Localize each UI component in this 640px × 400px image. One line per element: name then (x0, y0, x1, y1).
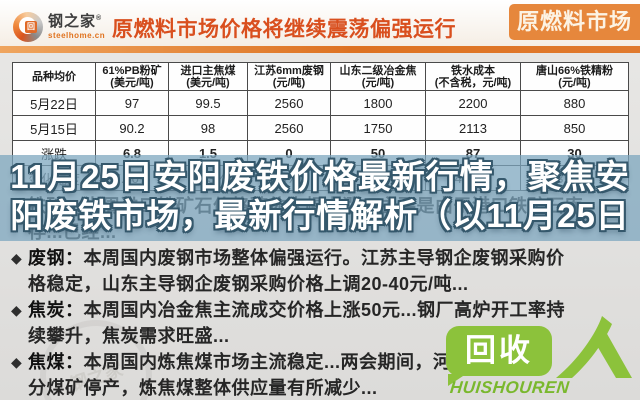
col-header: 铁水成本 (不含税，元/吨) (425, 62, 521, 91)
bullet-label: 焦炭： (28, 300, 84, 320)
table-row: 5月22日 97 99.5 2560 1800 2200 880 (12, 90, 629, 116)
col-header: 唐山66%铁精粉 (元/吨) (520, 62, 629, 91)
col-header: 江苏6mm废钢 (元/吨) (247, 62, 331, 91)
headline-text: 11月25日安阳废铁价格最新行情，聚焦安 阳废铁市场，最新行情解析（以11月25… (0, 157, 640, 235)
brand-domain: steelhome.cn (48, 31, 106, 40)
cell: 2113 (425, 115, 521, 141)
cell: 97 (95, 90, 169, 116)
row-label: 5月15日 (12, 115, 96, 141)
table-row: 5月15日 90.2 98 2560 1750 2113 850 (12, 115, 629, 141)
brand-block: 钢之家® steelhome.cn (48, 10, 118, 40)
row-label: 5月22日 (12, 90, 96, 116)
bullet-diamond-icon: ◆ (11, 250, 23, 266)
cell: 850 (520, 115, 629, 141)
header-title: 原燃料市场价格将继续震荡偏强运行 (112, 18, 456, 41)
bullet-label: 焦煤： (28, 352, 84, 372)
bullet-coke-line1: ◆ 焦炭：本周国内冶金焦主流成交价格上涨50元...钢厂高炉开工率持 (0, 297, 640, 323)
bullet-coke-line2: 续攀升，焦炭需求旺盛... (28, 326, 230, 346)
cell: 2200 (425, 90, 521, 116)
registered-mark: ® (96, 15, 103, 22)
cell: 1800 (330, 90, 426, 116)
speech-bubble-icon: 回收 (446, 326, 552, 386)
cell: 2560 (247, 115, 331, 141)
headline-overlay-band: 11月25日安阳废铁价格最新行情，聚焦安 阳废铁市场，最新行情解析（以11月25… (0, 155, 640, 241)
col-header: 山东二级冶金焦 (元/吨) (330, 62, 426, 91)
bullet-label: 废钢： (28, 248, 84, 268)
cell: 1750 (330, 115, 426, 141)
header-divider-bar (0, 46, 640, 53)
bullet-coking-coal-line2: 分煤矿停产，炼焦煤整体供应量有所减少... (28, 378, 378, 398)
cell: 2560 (247, 90, 331, 116)
person-icon (556, 316, 632, 378)
cell: 99.5 (168, 90, 248, 116)
header: 回 钢之家® steelhome.cn 原燃料市场价格将继续震荡偏强运行 原燃料… (0, 0, 640, 46)
huishouren-logo: 回收 HUISHOUREN (438, 316, 640, 400)
headline-line1: 11月25日安阳废铁价格最新行情，聚焦安 (10, 158, 630, 195)
headline-line2: 阳废铁市场，最新行情解析（以11月25日 (10, 197, 630, 234)
col-header: 61%PB粉矿 (美元/吨) (95, 62, 169, 91)
huishouren-caption: HUISHOUREN (449, 378, 571, 397)
market-tag-badge: 原燃料市场 (509, 4, 640, 40)
table-header-row: 品种均价 61%PB粉矿 (美元/吨) 进口主焦煤 (美元/吨) 江苏6mm废钢 (元… (12, 62, 629, 91)
cell: 90.2 (95, 115, 169, 141)
steelhome-logo-icon: 回 (13, 12, 43, 42)
bullet-scrap-line2: 格稳定，山东主导钢企废钢采购价格上调20-40元/吨... (28, 274, 469, 294)
bullet-scrap-line1: ◆ 废钢：本周国内废钢市场整体偏强运行。江苏主导钢企废钢采购价 (0, 245, 640, 271)
steelhome-logo-glyph: 回 (25, 21, 37, 33)
bullet-coking-coal-line1: ◆ 焦煤：本周国内炼焦煤市场主流稳定...两会期间，河北/山西部 (0, 349, 640, 375)
recycle-text: 回收 (465, 333, 533, 368)
bullet-diamond-icon: ◆ (11, 302, 23, 318)
bullet-diamond-icon: ◆ (11, 354, 23, 370)
cell: 98 (168, 115, 248, 141)
cell: 880 (520, 90, 629, 116)
col-header: 进口主焦煤 (美元/吨) (168, 62, 248, 91)
brand-name: 钢之家® (48, 13, 103, 30)
col-header: 品种均价 (12, 62, 96, 91)
